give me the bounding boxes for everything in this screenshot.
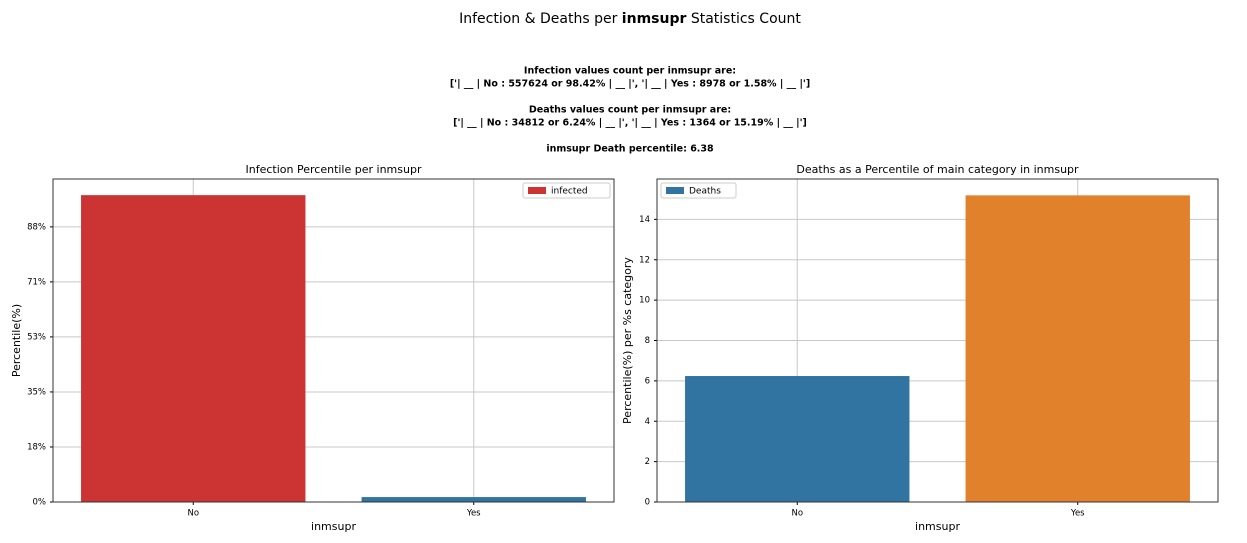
bar <box>685 376 910 502</box>
subtitle-line: ['| __ | No : 557624 or 98.42% | __ |', … <box>450 79 810 90</box>
y-tick-label: 8 <box>645 336 650 346</box>
y-tick-label: 4 <box>645 417 650 427</box>
legend-label: Deaths <box>689 187 721 197</box>
y-tick-label: 88% <box>27 222 46 232</box>
bar <box>361 497 586 502</box>
y-tick-label: 71% <box>27 277 46 287</box>
y-tick-label: 2 <box>645 457 650 467</box>
axes-title: Deaths as a Percentile of main category … <box>796 163 1079 176</box>
axes-frame <box>656 178 1219 503</box>
legend-swatch <box>666 187 684 194</box>
y-tick-label: 10 <box>639 296 650 306</box>
y-tick-label: 53% <box>27 332 46 342</box>
title-part: Infection & Deaths per <box>459 11 622 27</box>
axes-frame <box>52 178 615 503</box>
y-tick-label: 0 <box>645 498 650 508</box>
title-part: inmsupr <box>622 11 687 27</box>
y-tick-label: 12 <box>639 255 650 265</box>
y-axis-label: Percentile(%) per %s category <box>621 257 634 424</box>
legend-box <box>660 182 737 199</box>
x-tick-label: Yes <box>466 509 481 519</box>
x-tick-label: No <box>187 509 199 519</box>
y-tick-label: 0% <box>33 498 47 508</box>
y-axis-label: Percentile(%) <box>10 304 23 377</box>
axes-title: Infection Percentile per inmsupr <box>246 163 422 176</box>
figure-title: Infection & Deaths per inmsupr Statistic… <box>459 11 801 27</box>
y-tick-label: 6 <box>645 376 650 386</box>
title-part: Statistics Count <box>686 11 801 27</box>
legend-swatch <box>528 187 546 194</box>
bar <box>965 195 1190 502</box>
x-axis-label: inmsupr <box>915 520 960 533</box>
subtitle-line: Infection values count per inmsupr are: <box>524 66 736 77</box>
x-tick-label: Yes <box>1070 509 1085 519</box>
legend-label: infected <box>551 187 588 197</box>
legend-box <box>522 182 611 199</box>
x-axis-label: inmsupr <box>311 520 356 533</box>
subtitle-line: Deaths values count per inmsupr are: <box>529 105 731 116</box>
subtitle-line: ['| __ | No : 34812 or 6.24% | __ |', '|… <box>453 118 807 129</box>
y-tick-label: 18% <box>27 442 46 452</box>
y-tick-label: 14 <box>639 215 650 225</box>
x-tick-label: No <box>791 509 803 519</box>
y-tick-label: 35% <box>27 387 46 397</box>
subtitle-line: inmsupr Death percentile: 6.38 <box>546 144 714 155</box>
bar <box>81 195 306 502</box>
